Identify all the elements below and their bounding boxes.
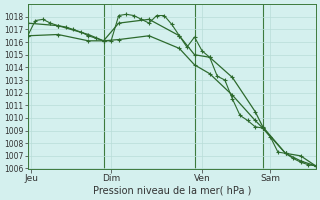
X-axis label: Pression niveau de la mer( hPa ): Pression niveau de la mer( hPa ) [92,186,251,196]
